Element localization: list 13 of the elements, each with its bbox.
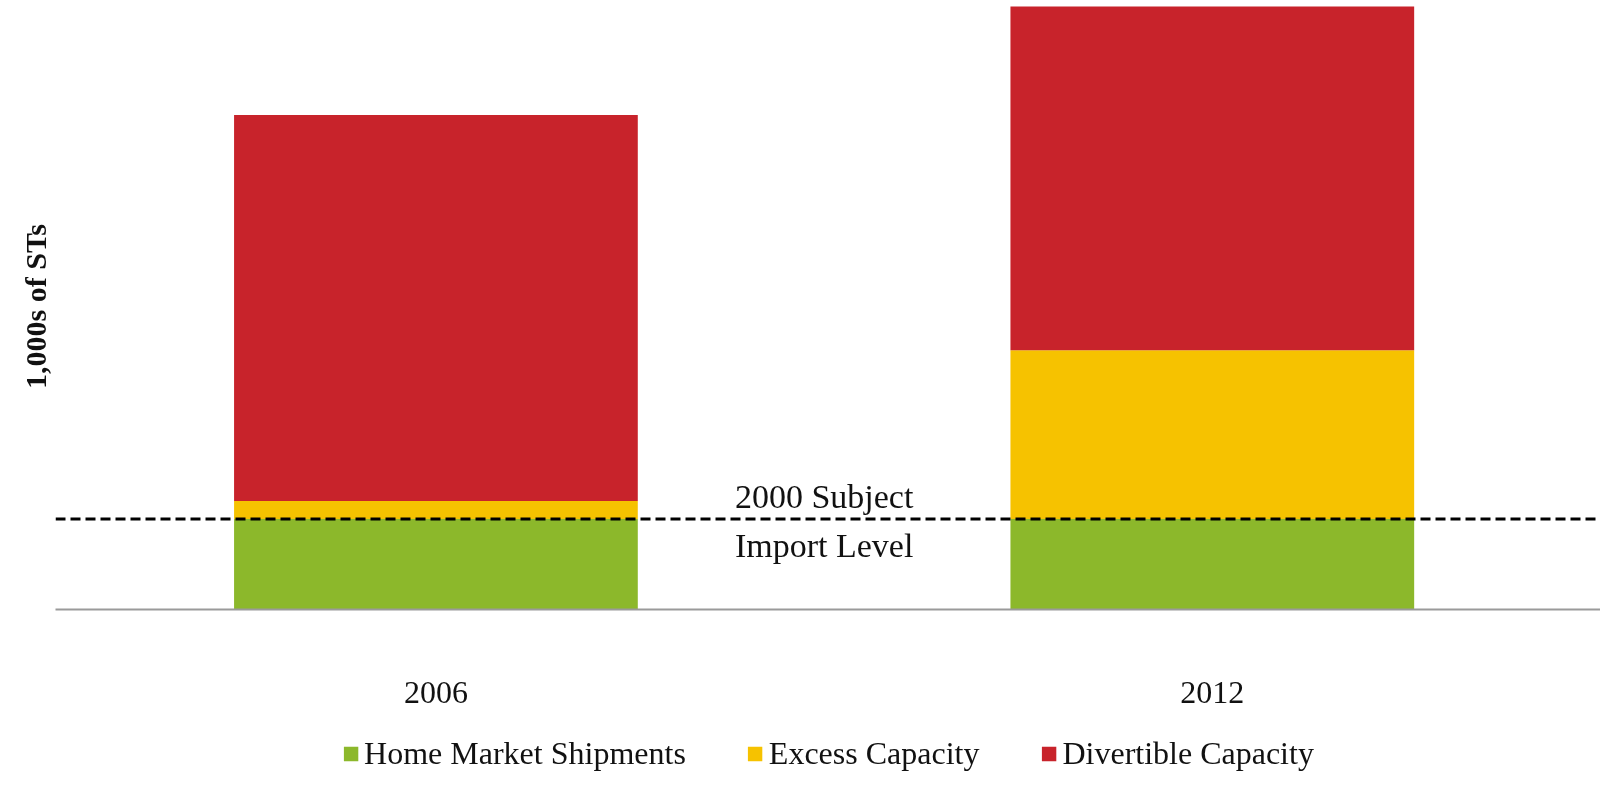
x-tick-label: 2006 bbox=[403, 673, 468, 710]
y-axis-title: 1,000s of STs bbox=[18, 224, 52, 389]
x-tick-label: 2012 bbox=[1180, 673, 1245, 710]
legend-label: Excess Capacity bbox=[768, 734, 980, 772]
bar bbox=[234, 115, 638, 501]
bar bbox=[1010, 6, 1415, 351]
legend-label: Divertible Capacity bbox=[1062, 734, 1314, 772]
bar bbox=[234, 519, 638, 610]
bar bbox=[234, 500, 638, 520]
legend-label: Home Market Shipments bbox=[364, 734, 686, 772]
bar bbox=[1010, 519, 1415, 610]
ref-line-label: 2000 Subject Import Level bbox=[734, 478, 914, 565]
bar bbox=[1010, 350, 1415, 520]
